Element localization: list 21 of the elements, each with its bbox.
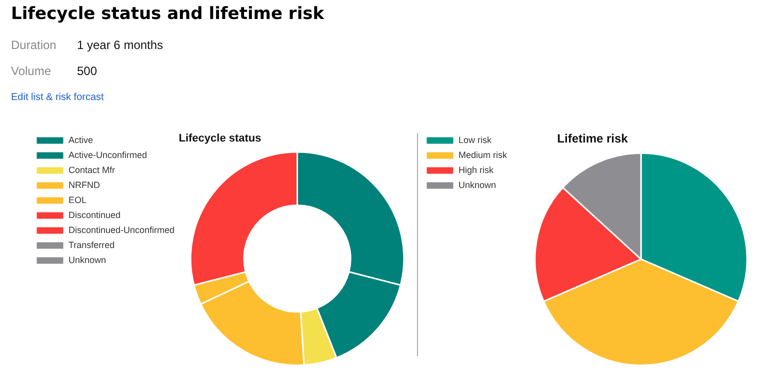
text: 500: [77, 64, 98, 80]
legend-label: Unknown: [458, 180, 496, 190]
legend-label: Discontinued: [68, 210, 121, 220]
legend-label: Discontinued-Unconfirmed: [68, 224, 175, 235]
legend-label: Low risk: [458, 134, 492, 145]
chart-title: Lifecycle status: [178, 132, 262, 145]
text: Lifecycle status and lifetime risk: [11, 4, 324, 24]
text: Edit list & risk forcast: [11, 92, 105, 103]
legend-label: Unknown: [68, 254, 106, 265]
legend-label: Active: [68, 134, 94, 145]
legend-label: Active-Unconfirmed: [68, 150, 148, 160]
text: Volume: [11, 64, 52, 80]
legend-label: NRFND: [68, 180, 100, 190]
legend-label: Contact Mfr: [68, 164, 116, 175]
legend-label: Transferred: [68, 240, 115, 250]
legend-label: High risk: [458, 164, 494, 175]
text: 1 year 6 months: [77, 38, 164, 54]
chart-title: Lifetime risk: [557, 132, 628, 146]
legend-label: Medium risk: [458, 150, 508, 160]
text: Duration: [11, 38, 58, 54]
legend-label: EOL: [68, 194, 87, 205]
